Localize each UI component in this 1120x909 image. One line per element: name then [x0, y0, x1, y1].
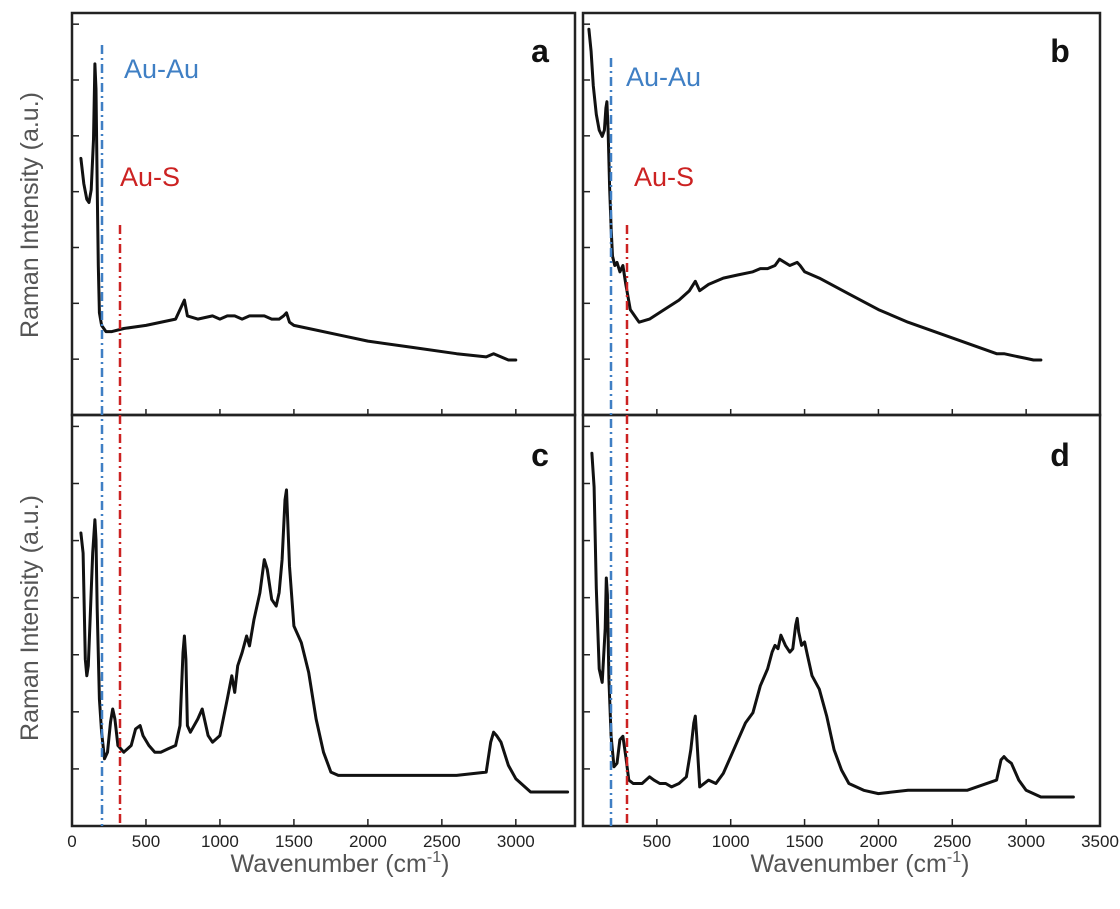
au-au-annotation: Au-Au: [626, 62, 701, 92]
x-tick-label: 3000: [1007, 832, 1045, 851]
au-s-annotation: Au-S: [634, 162, 694, 192]
y-axis-label: Raman Intensity (a.u.): [16, 92, 44, 338]
spectrum-line-d: [590, 451, 1075, 799]
x-tick-label: 500: [132, 832, 160, 851]
au-au-annotation: Au-Au: [124, 54, 199, 84]
y-axis-label: Raman Intensity (a.u.): [16, 495, 44, 741]
spectrum-line-b: [587, 27, 1043, 362]
x-tick-label: 2500: [423, 832, 461, 851]
x-tick-label: 1500: [786, 832, 824, 851]
spectrum-line-a: [79, 62, 518, 362]
x-tick-label: 3500: [1081, 832, 1119, 851]
x-axis-label: Wavenumber (cm-1): [231, 849, 450, 878]
panel-label: d: [1050, 437, 1070, 473]
x-tick-label: 2000: [860, 832, 898, 851]
au-s-annotation: Au-S: [120, 162, 180, 192]
panel-label: c: [531, 437, 549, 473]
x-tick-label: 1000: [201, 832, 239, 851]
panel-c: 0 500 1000 1500 2000 2500 3000 c: [67, 413, 577, 851]
panel-d: 500 1000 1500 2000 2500 3000 3500 d: [581, 413, 1119, 851]
plot-frame-d: [581, 413, 1102, 828]
panel-label: a: [531, 33, 549, 69]
x-tick-label: 0: [67, 832, 76, 851]
x-tick-label: 2000: [349, 832, 387, 851]
x-axis-label: Wavenumber (cm-1): [751, 849, 970, 878]
panel-label: b: [1050, 33, 1070, 69]
x-tick-label: 1000: [712, 832, 750, 851]
x-tick-label: 1500: [275, 832, 313, 851]
x-tick-label: 500: [643, 832, 671, 851]
spectrum-line-c: [79, 488, 570, 794]
x-tick-label: 3000: [497, 832, 535, 851]
x-tick-label: 2500: [933, 832, 971, 851]
plot-frame-c: [70, 413, 577, 828]
